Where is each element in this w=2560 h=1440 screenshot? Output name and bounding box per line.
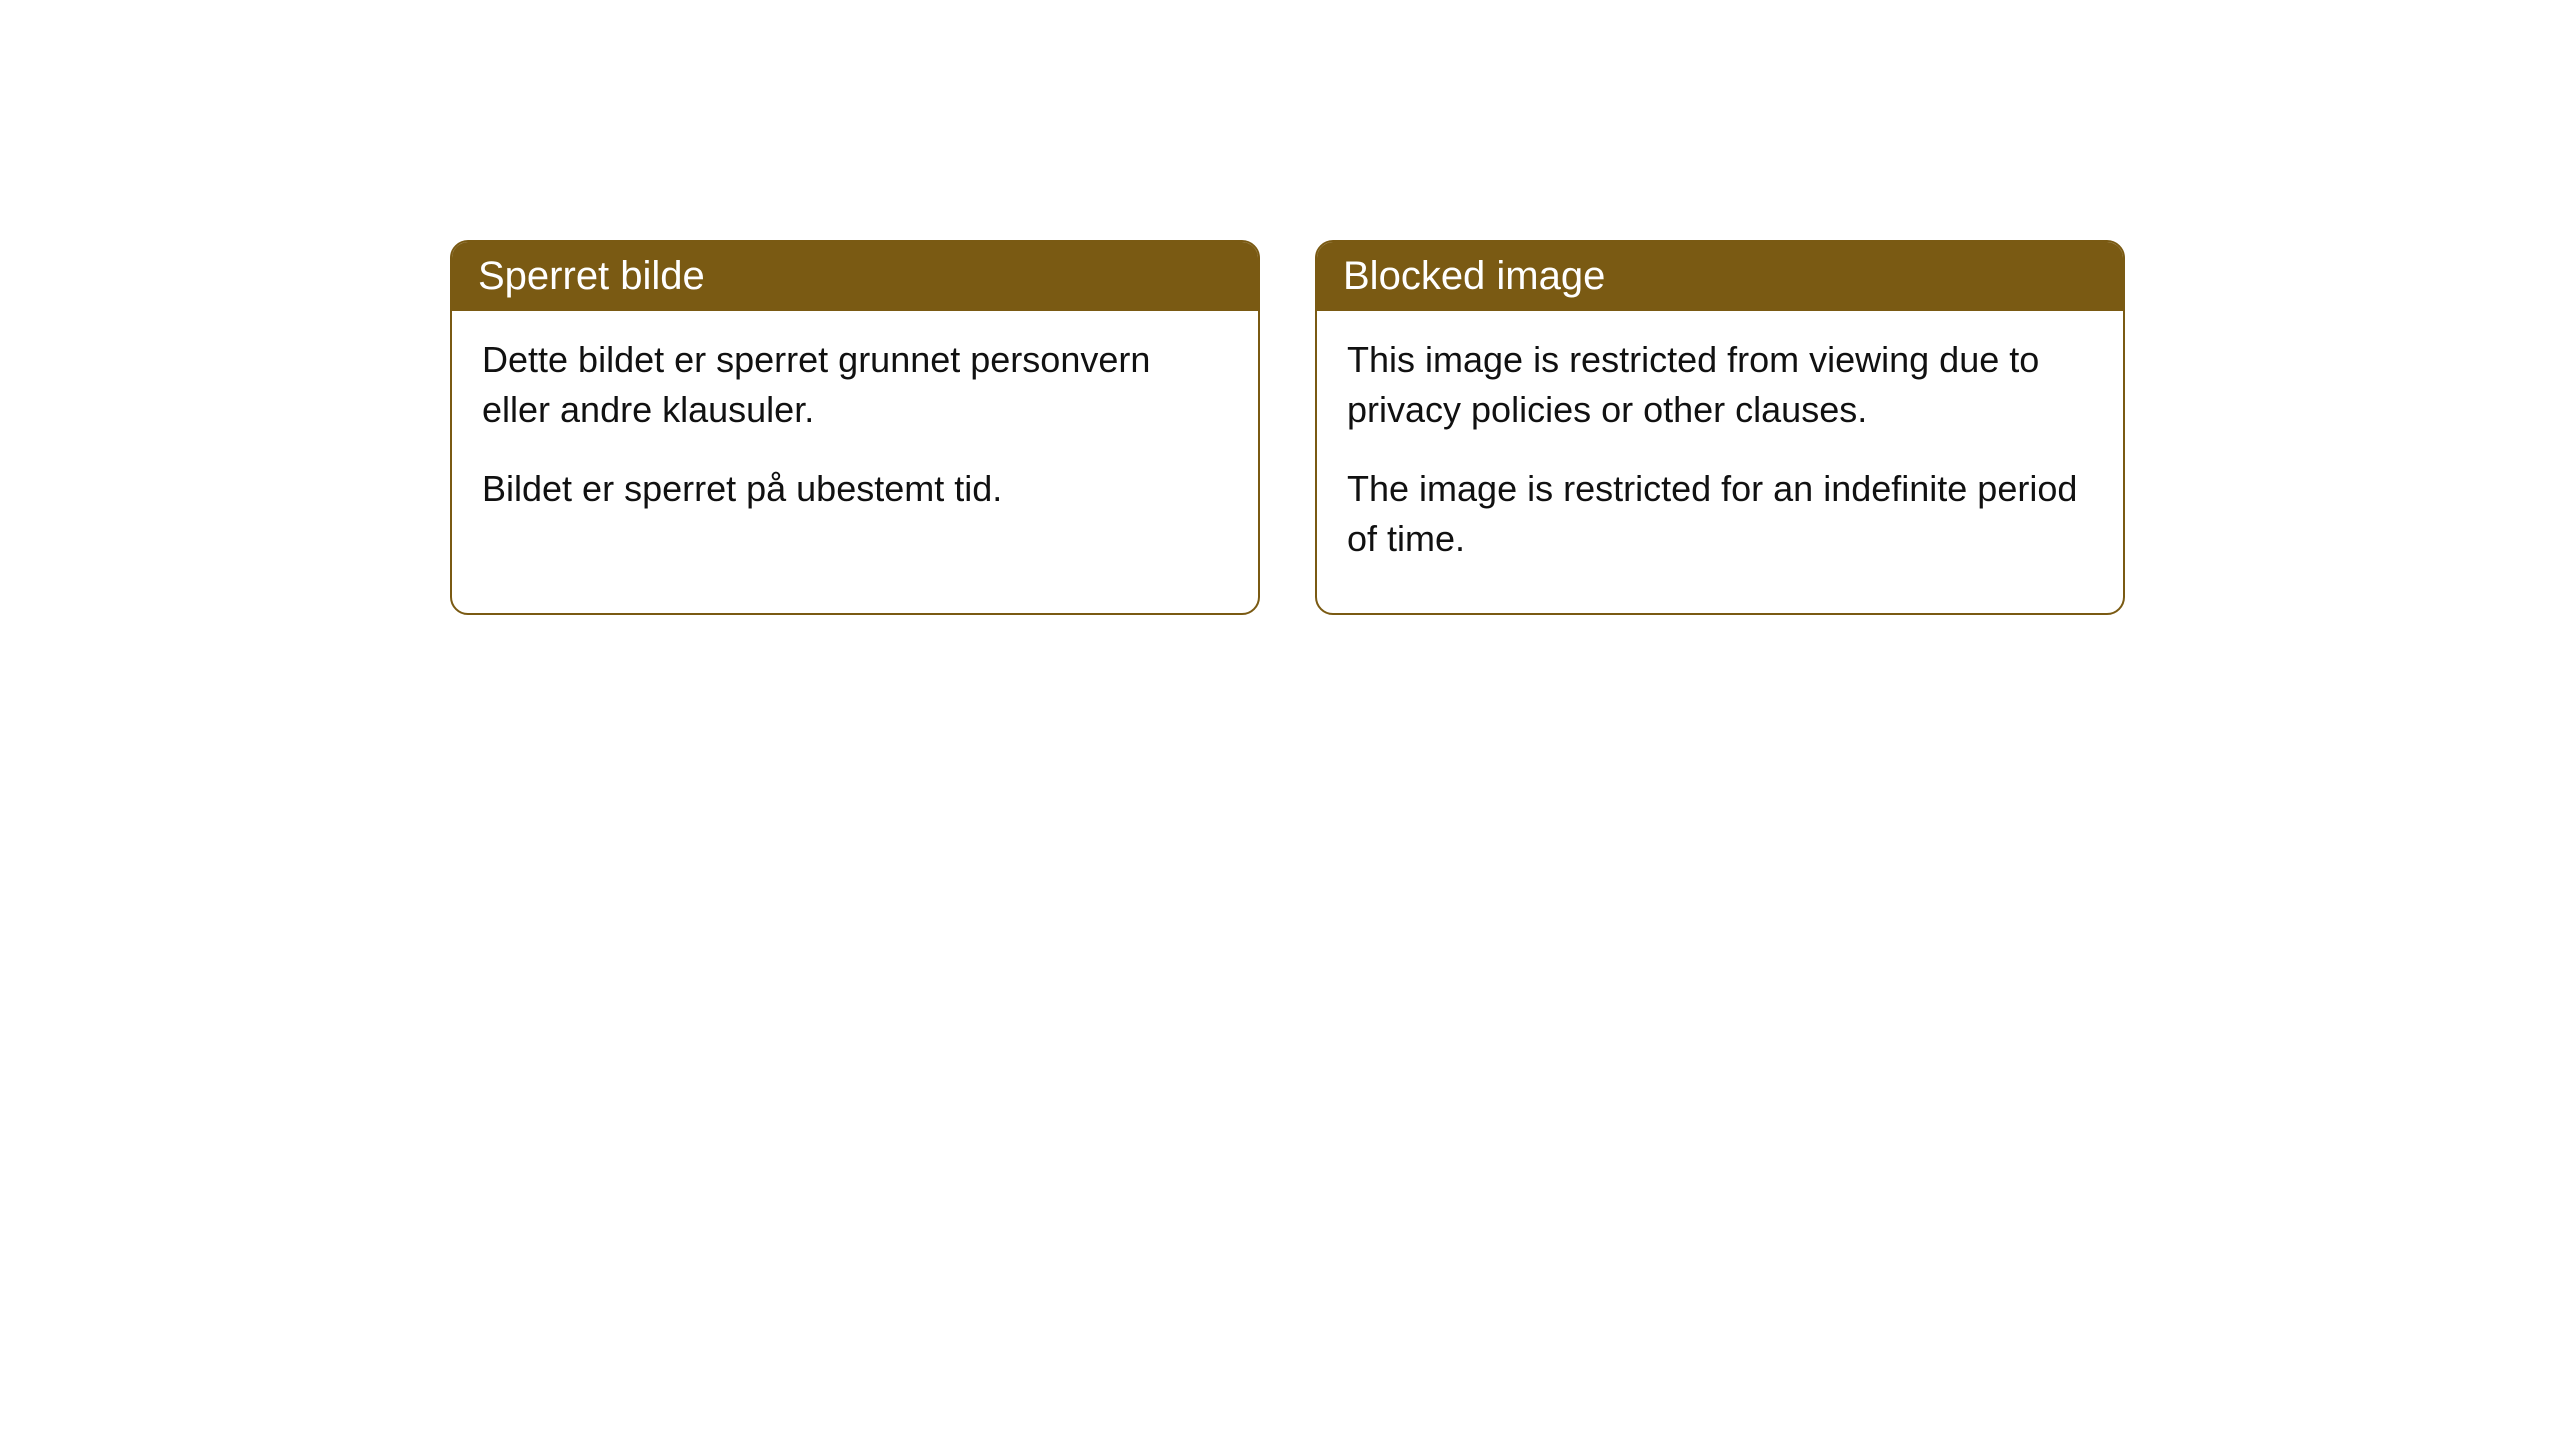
card-header: Sperret bilde: [452, 242, 1258, 311]
card-paragraph: The image is restricted for an indefinit…: [1347, 464, 2093, 565]
card-title: Sperret bilde: [478, 254, 705, 298]
card-header: Blocked image: [1317, 242, 2123, 311]
notice-card-norwegian: Sperret bilde Dette bildet er sperret gr…: [450, 240, 1260, 615]
card-paragraph: Dette bildet er sperret grunnet personve…: [482, 335, 1228, 436]
notice-card-english: Blocked image This image is restricted f…: [1315, 240, 2125, 615]
card-body: Dette bildet er sperret grunnet personve…: [452, 311, 1258, 562]
notice-cards-container: Sperret bilde Dette bildet er sperret gr…: [450, 240, 2125, 615]
card-paragraph: Bildet er sperret på ubestemt tid.: [482, 464, 1228, 514]
card-title: Blocked image: [1343, 254, 1605, 298]
card-body: This image is restricted from viewing du…: [1317, 311, 2123, 613]
card-paragraph: This image is restricted from viewing du…: [1347, 335, 2093, 436]
